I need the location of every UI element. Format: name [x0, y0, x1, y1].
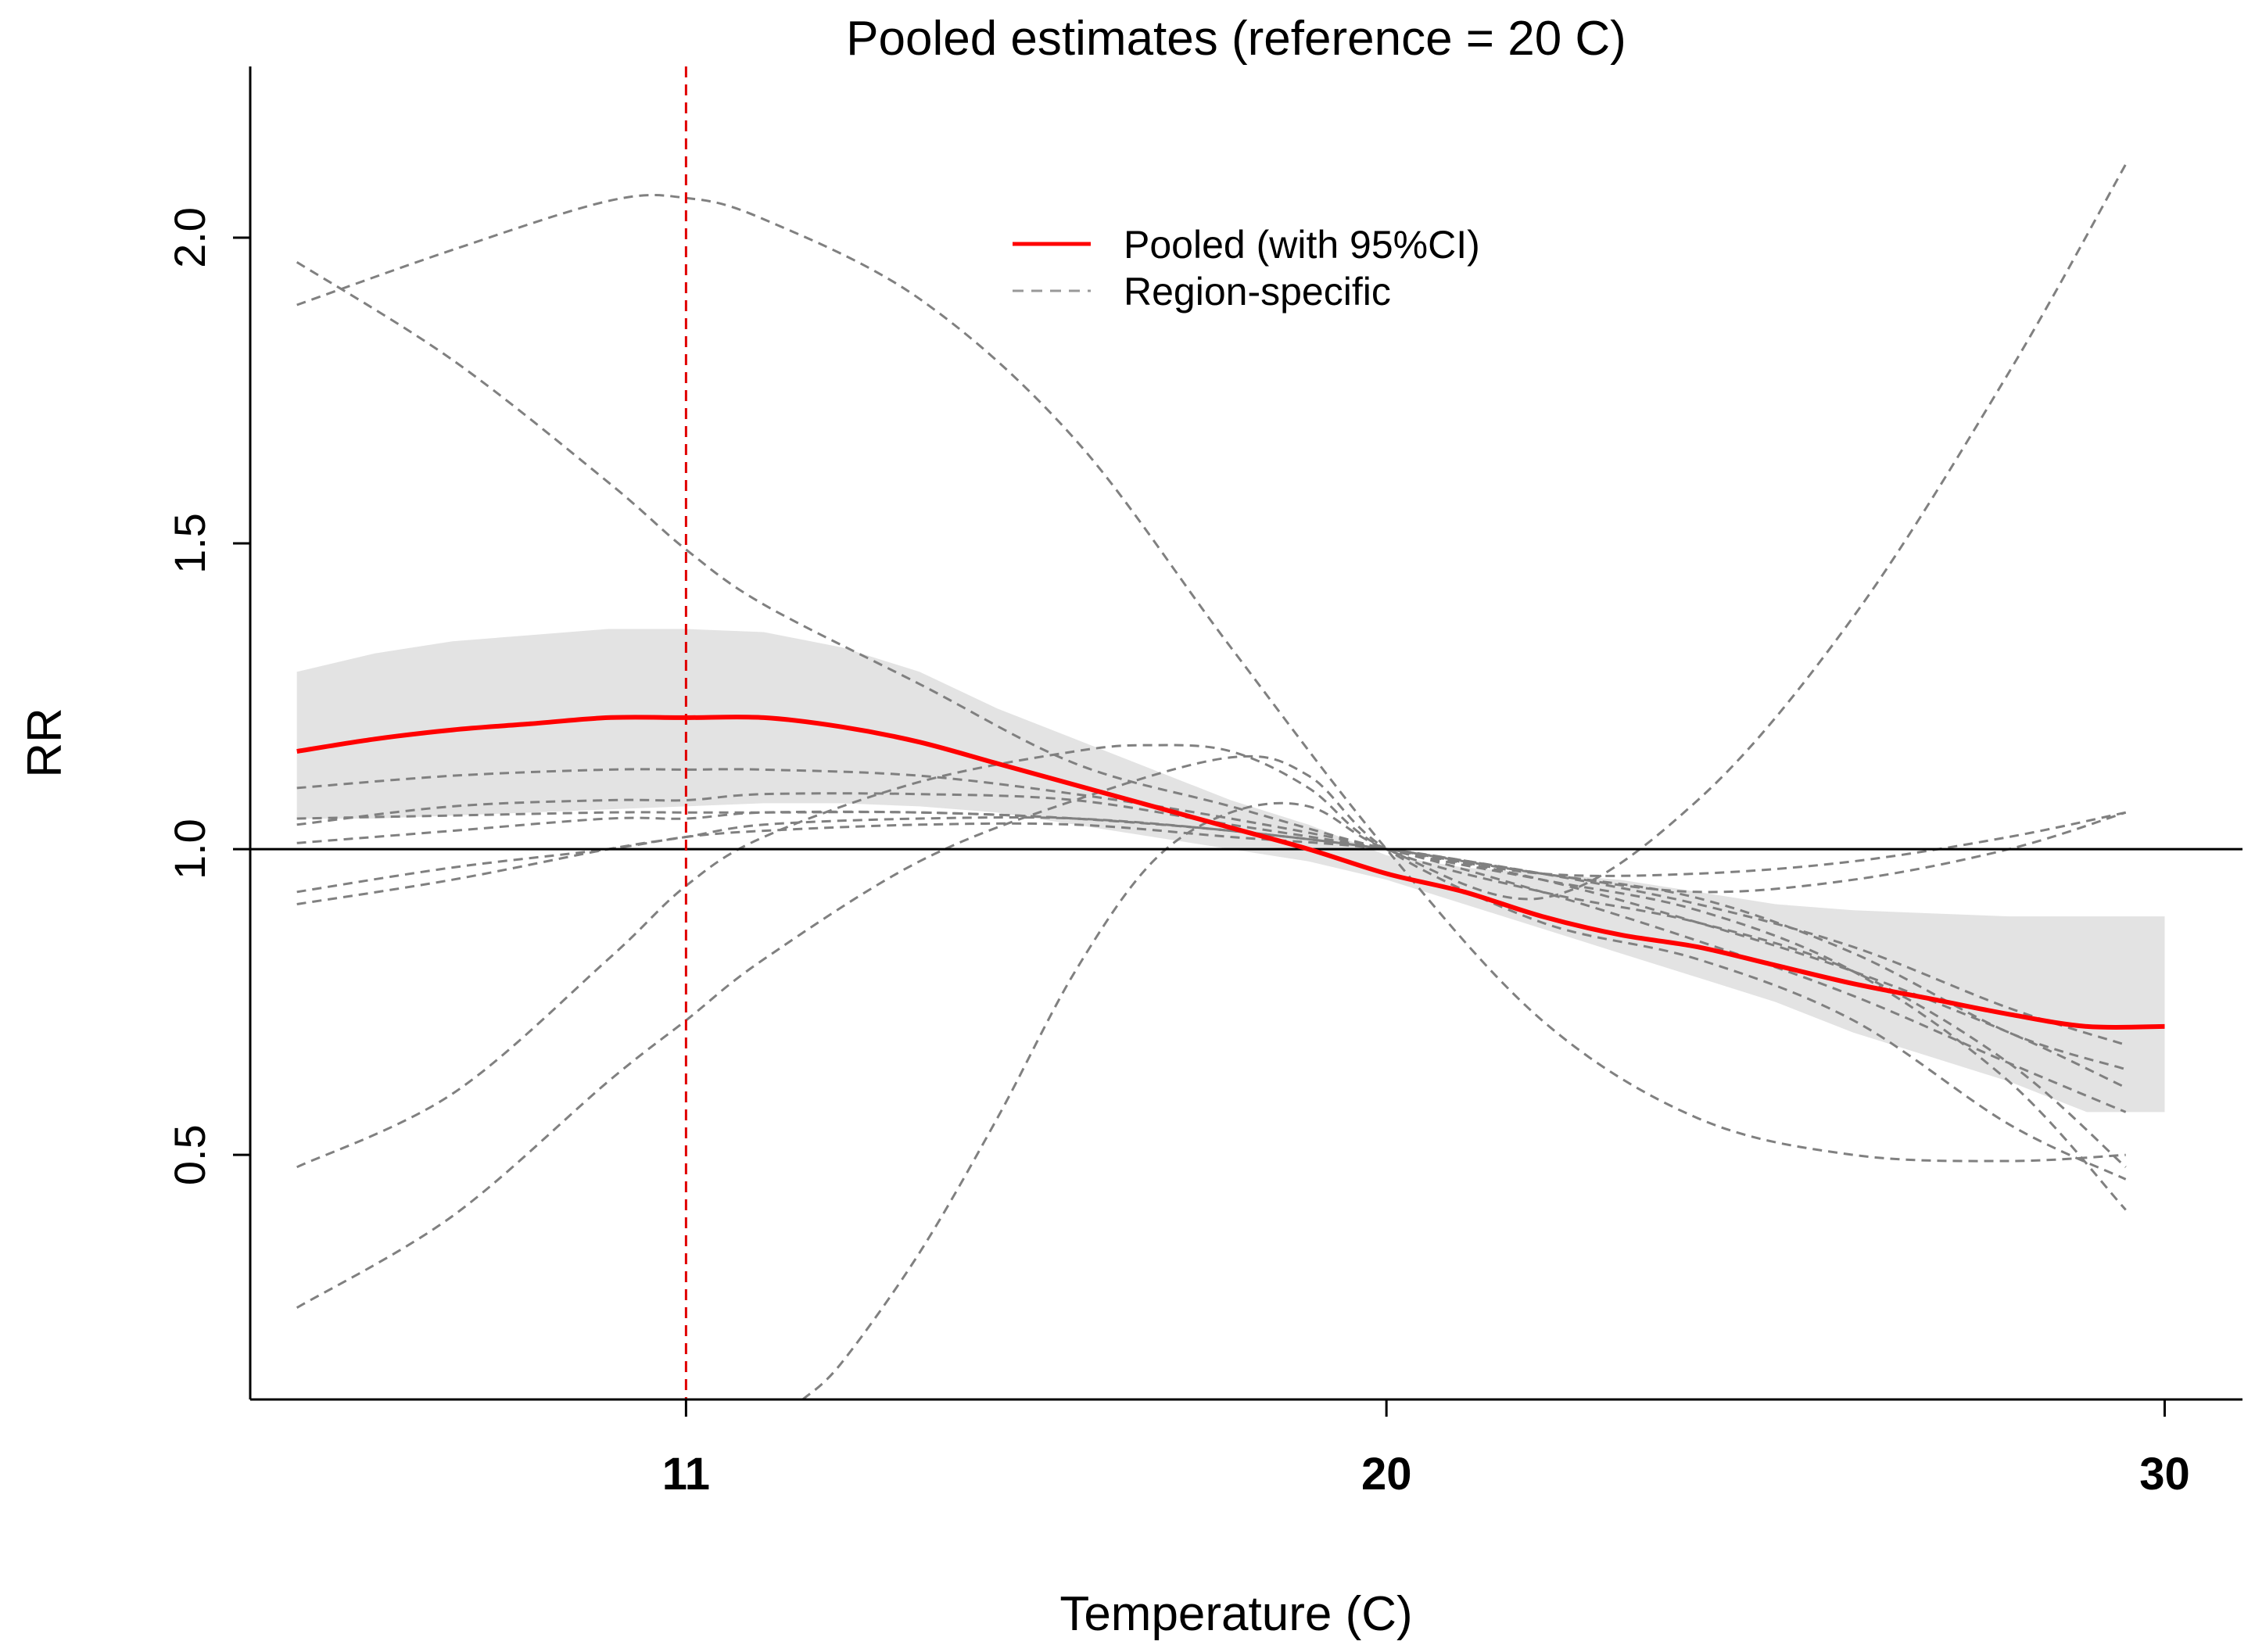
region-line-4 [296, 754, 2127, 1309]
x-tick-label: 11 [662, 1449, 710, 1500]
axes-layer: 0.5 1.0 1.5 2.0 11 20 30 [165, 66, 2242, 1500]
region-line-1 [296, 194, 2126, 1163]
pooled-line [296, 715, 2165, 1030]
reference-layer [250, 66, 2242, 1399]
x-axis-label: Temperature (C) [1059, 1587, 1412, 1641]
legend: Pooled (with 95%CI) Region-specific [1013, 223, 1480, 314]
legend-label-region: Region-specific [1124, 270, 1391, 314]
y-tick-label: 2.0 [165, 207, 214, 268]
y-axis-label: RR [18, 708, 72, 778]
y-tick-label: 1.5 [165, 513, 214, 574]
x-tick-label: 20 [1361, 1449, 1412, 1500]
region-line-2 [296, 261, 2127, 1211]
x-tick-label: 30 [2139, 1449, 2190, 1500]
region-line-10 [296, 810, 2127, 877]
y-tick-label: 0.5 [165, 1124, 214, 1185]
chart-title: Pooled estimates (reference = 20 C) [846, 12, 1626, 66]
legend-label-pooled: Pooled (with 95%CI) [1124, 223, 1480, 267]
y-tick-label: 1.0 [165, 819, 214, 880]
pooled-series-layer [296, 715, 2165, 1030]
region-line-5 [801, 163, 2128, 1399]
region-line-3 [296, 744, 2127, 1169]
region-line-6 [296, 768, 2127, 1113]
ci-band [296, 629, 2165, 1113]
ci-band-layer [296, 629, 2165, 1113]
